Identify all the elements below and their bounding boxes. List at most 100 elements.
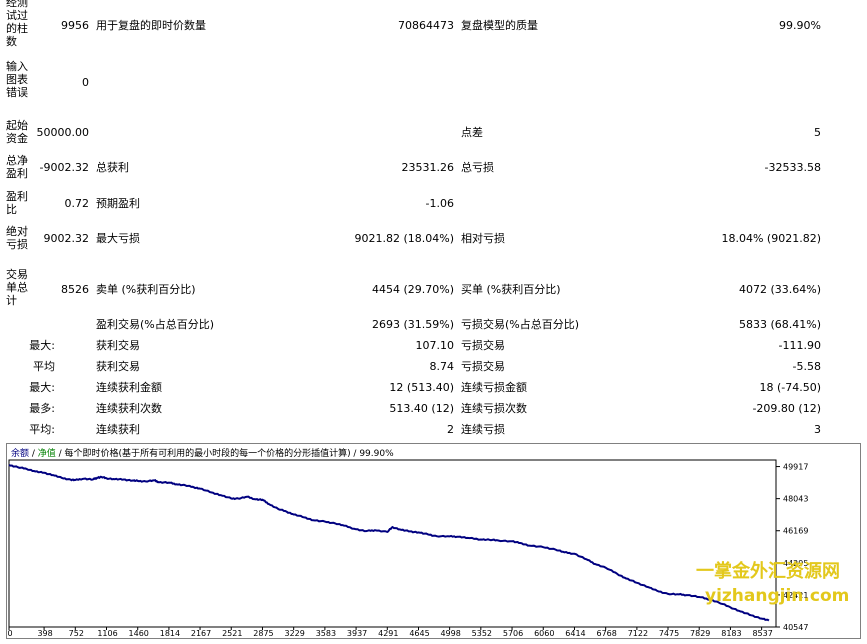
maximal-consecutive-loss-label: 连续亏损次数: [461, 402, 527, 415]
balance-chart: 49917 48043 46169 44295 42421 40547 0 398 752 11…: [6, 443, 861, 639]
x-tick-label: 5352: [472, 629, 492, 638]
average-consecutive-wins-value: 2: [447, 423, 454, 436]
average-consecutive-wins-label: 连续获利: [96, 423, 140, 436]
x-tick-label: 6060: [534, 629, 554, 638]
y-tick-label: 42421: [783, 591, 808, 600]
x-tick-label: 1106: [97, 629, 117, 638]
x-tick-label: 6414: [565, 629, 585, 638]
profit-trades-label: 盈利交易(%占总百分比): [96, 318, 215, 331]
average-loss-trade-label: 亏损交易: [461, 360, 505, 373]
bars-tested-label: 经测试过的柱数: [6, 0, 28, 48]
gross-profit-value: 23531.26: [401, 161, 455, 174]
x-tick-label: 3937: [347, 629, 367, 638]
average-profit-trade-label: 获利交易: [96, 360, 140, 373]
mismatched-errors-label: 输入图表错误: [6, 60, 28, 99]
max-consecutive-wins-value: 12 (513.40): [389, 381, 454, 394]
legend-balance: 余额: [11, 449, 30, 459]
x-tick-label: 8183: [721, 629, 741, 638]
x-tick-label: 752: [69, 629, 84, 638]
watermark-url: yizhangjin.com: [705, 586, 850, 606]
total-trades-value: 8526: [61, 283, 89, 296]
x-tick-label: 398: [37, 629, 52, 638]
absolute-drawdown-value: 9002.32: [43, 232, 90, 245]
modelling-quality-label: 复盘模型的质量: [461, 19, 538, 32]
average-loss-trade-value: -5.58: [792, 360, 821, 373]
x-tick-label: 7475: [659, 629, 679, 638]
y-tick-label: 49917: [783, 463, 808, 472]
x-tick-label: 5706: [503, 629, 523, 638]
expected-payoff-label: 预期盈利: [96, 197, 140, 210]
x-tick-label: 7122: [628, 629, 648, 638]
x-tick-label: 6768: [596, 629, 616, 638]
absolute-drawdown-label: 绝对亏损: [6, 225, 28, 251]
relative-drawdown-value: 18.04% (9021.82): [721, 232, 821, 245]
x-tick-label: 4998: [440, 629, 460, 638]
mismatched-errors-value: 0: [82, 76, 89, 89]
x-tick-label: 2875: [253, 629, 273, 638]
x-tick-label: 4291: [378, 629, 398, 638]
ticks-modelled-value: 70864473: [398, 19, 454, 32]
largest-profit-trade-value: 107.10: [415, 339, 455, 352]
gross-loss-label: 总亏损: [461, 161, 494, 174]
average-profit-trade-value: 8.74: [429, 360, 455, 373]
x-tick-label: 1460: [129, 629, 149, 638]
x-tick-label: 2521: [222, 629, 242, 638]
x-tick-label: 4645: [409, 629, 429, 638]
max-consecutive-wins-label: 连续获利金额: [96, 381, 162, 394]
loss-trades-value: 5833 (68.41%): [738, 318, 821, 331]
y-tick-label: 48043: [783, 495, 808, 504]
largest-profit-trade-label: 获利交易: [96, 339, 140, 352]
y-tick-label: 44295: [783, 559, 808, 568]
initial-deposit-label: 起始资金: [6, 119, 28, 145]
short-positions-label: 卖单 (%获利百分比): [96, 283, 196, 296]
chart-frame: [6, 443, 861, 639]
ticks-modelled-label: 用于复盘的即时价数量: [96, 19, 206, 32]
maximal-consecutive-profit-value: 513.40 (12): [389, 402, 454, 415]
profit-trades-value: 2693 (31.59%): [371, 318, 454, 331]
report-statistics: 经测试过的柱数 9956 用于复盘的即时价数量 70864473 复盘模型的质量…: [6, 0, 821, 436]
average-prefix: 平均: [33, 360, 55, 373]
y-tick-label: 46169: [783, 527, 808, 536]
x-tick-label: 1814: [160, 629, 180, 638]
relative-drawdown-label: 相对亏损: [461, 232, 505, 245]
y-tick-label: 40547: [783, 623, 808, 632]
x-tick-label: 0: [7, 629, 12, 638]
profit-factor-value: 0.72: [64, 197, 90, 210]
max-consecutive-losses-value: 18 (-74.50): [759, 381, 821, 394]
total-trades-label: 交易单总计: [6, 268, 28, 307]
maximal-drawdown-value: 9021.82 (18.04%): [354, 232, 454, 245]
chart-legend: 余额 / 净值 / 每个即时价格(基于所有可利用的最小时段的每一个价格的分形插值…: [11, 446, 394, 459]
spread-value: 5: [814, 126, 821, 139]
net-profit-value: -9002.32: [39, 161, 89, 174]
expected-payoff-value: -1.06: [425, 197, 454, 210]
short-positions-value: 4454 (29.70%): [371, 283, 454, 296]
average-consecutive-losses-label: 连续亏损: [461, 423, 505, 436]
average-consecutive-prefix: 平均:: [29, 423, 55, 436]
long-positions-value: 4072 (33.64%): [738, 283, 821, 296]
x-tick-label: 3583: [316, 629, 336, 638]
legend-model-text: / 每个即时价格(基于所有可利用的最小时段的每一个价格的分形插值计算) / 99…: [55, 449, 394, 459]
average-consecutive-losses-value: 3: [814, 423, 821, 436]
long-positions-label: 买单 (%获利百分比): [461, 283, 561, 296]
bars-tested-value: 9956: [61, 19, 89, 32]
x-tick-label: 8537: [752, 629, 772, 638]
net-profit-label: 总净盈利: [6, 154, 28, 180]
largest-loss-trade-value: -111.90: [778, 339, 821, 352]
maximal-consecutive-profit-label: 连续获利次数: [96, 402, 162, 415]
largest-loss-trade-label: 亏损交易: [461, 339, 505, 352]
max-consecutive-prefix: 最大:: [29, 381, 55, 394]
legend-sep: /: [29, 449, 38, 459]
spread-label: 点差: [461, 126, 483, 139]
largest-prefix: 最大:: [29, 339, 55, 352]
maximal-drawdown-label: 最大亏损: [96, 232, 140, 245]
x-tick-label: 3229: [284, 629, 304, 638]
maximal-consecutive-prefix: 最多:: [29, 402, 55, 415]
x-tick-label: 2167: [191, 629, 211, 638]
watermark-text: 一掌金外汇资源网: [696, 561, 840, 582]
maximal-consecutive-loss-value: -209.80 (12): [752, 402, 821, 415]
gross-profit-label: 总获利: [96, 161, 129, 174]
gross-loss-value: -32533.58: [764, 161, 821, 174]
modelling-quality-value: 99.90%: [779, 19, 821, 32]
profit-factor-label: 盈利比: [6, 190, 28, 216]
x-tick-label: 7829: [690, 629, 710, 638]
